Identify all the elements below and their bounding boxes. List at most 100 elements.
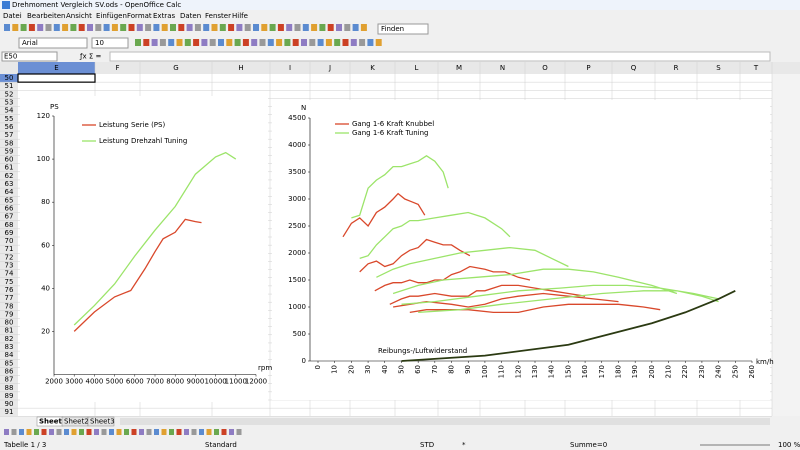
toolbar-icon[interactable]: [269, 24, 276, 31]
row-label[interactable]: 65: [5, 196, 14, 204]
column-label[interactable]: M: [456, 64, 462, 72]
menu-item[interactable]: Hilfe: [232, 12, 248, 20]
toolbar-icon[interactable]: [37, 24, 44, 31]
toolbar-icon[interactable]: [45, 24, 52, 31]
toolbar-icon[interactable]: [4, 24, 10, 31]
toolbar-icon[interactable]: [242, 39, 249, 46]
toolbar-icon[interactable]: [168, 39, 175, 46]
drawing-icon[interactable]: [206, 429, 212, 435]
drawing-icon[interactable]: [139, 429, 144, 435]
row-label[interactable]: 87: [5, 376, 14, 384]
row-label[interactable]: 80: [5, 319, 14, 327]
drawing-icon[interactable]: [229, 429, 234, 435]
toolbar-icon[interactable]: [301, 39, 307, 46]
drawing-icon[interactable]: [11, 429, 17, 435]
toolbar-icon[interactable]: [319, 24, 326, 31]
drawing-icon[interactable]: [191, 429, 197, 435]
menu-item[interactable]: Daten: [180, 12, 201, 20]
toolbar-icon[interactable]: [234, 39, 241, 46]
toolbar-icon[interactable]: [327, 24, 334, 31]
toolbar-icon[interactable]: [309, 39, 316, 46]
sheet-tab-label[interactable]: Sheet3: [90, 418, 115, 426]
toolbar-icon[interactable]: [159, 39, 166, 46]
column-label[interactable]: N: [500, 64, 505, 72]
toolbar-icon[interactable]: [253, 24, 259, 31]
drawing-icon[interactable]: [41, 429, 47, 435]
menu-item[interactable]: Format: [127, 12, 152, 20]
menu-item[interactable]: Extras: [153, 12, 175, 20]
row-label[interactable]: 72: [5, 253, 14, 261]
row-label[interactable]: 83: [5, 343, 14, 351]
toolbar-icon[interactable]: [226, 39, 233, 46]
toolbar-icon[interactable]: [284, 39, 291, 46]
toolbar-icon[interactable]: [211, 24, 218, 31]
row-label[interactable]: 76: [5, 286, 14, 294]
row-label[interactable]: 68: [5, 221, 14, 229]
toolbar-icon[interactable]: [128, 24, 135, 31]
row-label[interactable]: 57: [5, 131, 14, 139]
toolbar-icon[interactable]: [352, 24, 359, 31]
drawing-icon[interactable]: [221, 429, 227, 435]
drawing-icon[interactable]: [101, 429, 107, 435]
drawing-icon[interactable]: [154, 429, 159, 435]
drawing-icon[interactable]: [19, 429, 24, 435]
toolbar-icon[interactable]: [219, 24, 226, 31]
column-label[interactable]: I: [289, 64, 291, 72]
column-label[interactable]: H: [238, 64, 243, 72]
row-label[interactable]: 50: [5, 74, 14, 82]
row-label[interactable]: 81: [5, 327, 14, 335]
toolbar-icon[interactable]: [261, 24, 268, 31]
row-label[interactable]: 89: [5, 392, 14, 400]
column-label[interactable]: G: [173, 64, 178, 72]
drawing-icon[interactable]: [199, 429, 204, 435]
menu-item[interactable]: Ansicht: [66, 12, 92, 20]
toolbar-icon[interactable]: [111, 24, 118, 31]
formula-input[interactable]: [109, 51, 771, 62]
drawing-icon[interactable]: [79, 429, 84, 435]
drawing-icon[interactable]: [4, 429, 9, 435]
toolbar-icon[interactable]: [78, 24, 85, 31]
toolbar-icon[interactable]: [193, 39, 200, 46]
drawing-icon[interactable]: [169, 429, 174, 435]
row-label[interactable]: 70: [5, 237, 14, 245]
horizontal-scrollbar[interactable]: [120, 418, 770, 425]
row-label[interactable]: 75: [5, 278, 14, 286]
toolbar-icon[interactable]: [184, 39, 191, 46]
toolbar-icon[interactable]: [317, 39, 324, 46]
toolbar-icon[interactable]: [267, 39, 274, 46]
toolbar-icon[interactable]: [136, 24, 143, 31]
row-label[interactable]: 79: [5, 310, 14, 318]
drawing-icon[interactable]: [146, 429, 152, 435]
row-label[interactable]: 84: [5, 351, 14, 359]
toolbar-icon[interactable]: [201, 39, 208, 46]
toolbar-icon[interactable]: [251, 39, 258, 46]
row-label[interactable]: 51: [5, 82, 14, 90]
drawing-icon[interactable]: [56, 429, 62, 435]
toolbar-icon[interactable]: [153, 24, 160, 31]
column-label[interactable]: T: [753, 64, 759, 72]
toolbar-icon[interactable]: [360, 24, 367, 31]
drawing-icon[interactable]: [94, 429, 99, 435]
toolbar-icon[interactable]: [359, 39, 366, 46]
toolbar-icon[interactable]: [334, 39, 341, 46]
toolbar-icon[interactable]: [53, 24, 60, 31]
menu-item[interactable]: Bearbeiten: [27, 12, 65, 20]
row-label[interactable]: 63: [5, 180, 14, 188]
name-box[interactable]: [1, 51, 58, 62]
toolbar-icon[interactable]: [259, 39, 266, 46]
row-label[interactable]: 58: [5, 139, 14, 147]
toolbar-icon[interactable]: [302, 24, 309, 31]
toolbar-icon[interactable]: [336, 24, 342, 31]
toolbar-icon[interactable]: [70, 24, 77, 31]
toolbar-icon[interactable]: [194, 24, 201, 31]
sheet-tab-label[interactable]: Sheet1: [39, 418, 67, 426]
toolbar-icon[interactable]: [244, 24, 251, 31]
drawing-icon[interactable]: [116, 429, 122, 435]
row-label[interactable]: 62: [5, 172, 14, 180]
toolbar-icon[interactable]: [292, 39, 299, 46]
menu-item[interactable]: Einfügen: [96, 12, 127, 20]
row-label[interactable]: 61: [5, 164, 14, 172]
toolbar-icon[interactable]: [203, 24, 210, 31]
column-label[interactable]: L: [415, 64, 419, 72]
column-label[interactable]: S: [716, 64, 721, 72]
